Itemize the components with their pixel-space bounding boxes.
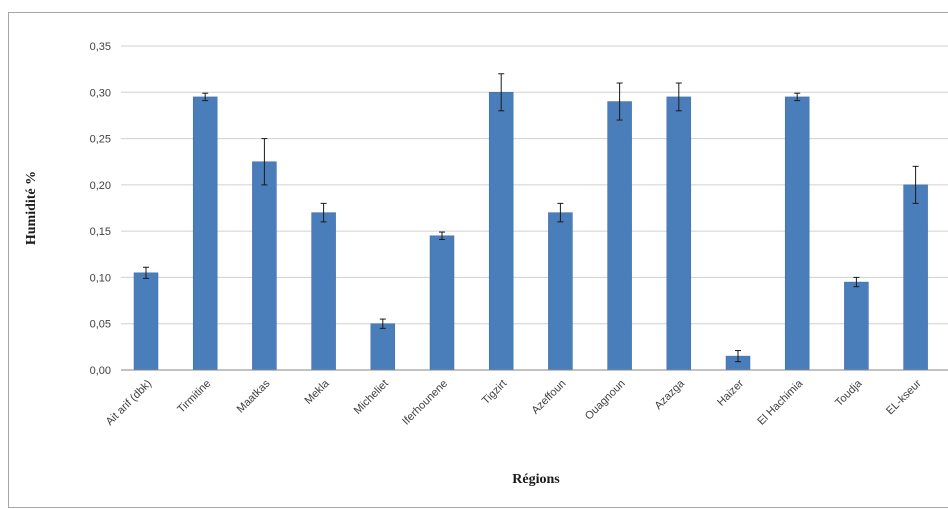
error-bar	[616, 82, 623, 121]
x-tick-label: El Hachimia	[755, 377, 806, 428]
x-tick-label: Haizer	[715, 377, 746, 408]
x-tick-label: Ait arif (dbk)	[104, 378, 154, 428]
y-tick-label: 0,00	[90, 365, 111, 377]
x-tick-label: Mekla	[302, 377, 332, 407]
bar	[488, 92, 514, 371]
error-bar	[675, 82, 682, 112]
x-tick-label: Tirmitine	[175, 378, 213, 416]
bar	[903, 184, 928, 371]
bar	[548, 212, 573, 371]
error-bar	[557, 202, 564, 223]
x-tick-label: Azeffoun	[529, 378, 568, 417]
x-tick-labels: Ait arif (dbk) Tirmitine Maatkas Mekla Miche…	[104, 377, 924, 428]
bar	[252, 161, 277, 371]
error-bar	[498, 73, 505, 112]
x-tick-label: Maatkas	[235, 377, 273, 415]
x-tick-label: Toudja	[833, 377, 865, 409]
bar	[133, 272, 159, 371]
error-bar	[735, 350, 741, 363]
bar	[784, 96, 810, 371]
x-tick-label: Azazga	[652, 377, 687, 412]
error-bar	[912, 165, 919, 204]
x-tick-label: EL-kseur	[884, 377, 924, 417]
bars	[133, 92, 928, 371]
bar	[192, 96, 218, 371]
error-bars	[143, 73, 919, 363]
bar	[607, 101, 632, 371]
y-tick-label: 0,30	[90, 87, 111, 99]
error-bar	[320, 202, 327, 223]
chart-frame: 0,00 0,05 0,10 0,15 0,20 0,25 0,30 0,35 Ait ari…	[8, 12, 948, 508]
y-tick-label: 0,15	[90, 226, 111, 238]
bar	[429, 235, 455, 371]
error-bar	[439, 231, 445, 240]
bar	[311, 212, 336, 371]
y-tick-label: 0,10	[90, 272, 111, 284]
error-bar	[379, 318, 386, 329]
bar	[370, 323, 396, 371]
bar	[666, 96, 692, 371]
error-bar	[794, 92, 801, 102]
error-bar	[261, 138, 268, 186]
x-tick-label: Micheliet	[352, 378, 391, 417]
y-tick-label: 0,05	[90, 319, 111, 331]
x-tick-label: Tigzirt	[480, 378, 509, 407]
x-tick-label: Iferhounene	[400, 378, 450, 428]
x-axis-title: Régions	[512, 472, 560, 487]
y-tick-label: 0,20	[90, 180, 111, 192]
gridlines	[121, 45, 948, 325]
y-tick-label: 0,35	[90, 41, 111, 53]
y-tick-label: 0,25	[90, 134, 111, 146]
error-bar	[143, 266, 149, 279]
x-tick-label: Ouagnoun	[583, 378, 628, 423]
bar	[844, 281, 869, 371]
bar-chart: 0,00 0,05 0,10 0,15 0,20 0,25 0,30 0,35 Ait ari…	[24, 41, 948, 487]
y-axis-title: Humidité %	[24, 171, 39, 245]
y-tick-labels: 0,00 0,05 0,10 0,15 0,20 0,25 0,30 0,35	[90, 41, 111, 377]
error-bar	[853, 276, 860, 288]
error-bar	[202, 92, 209, 102]
